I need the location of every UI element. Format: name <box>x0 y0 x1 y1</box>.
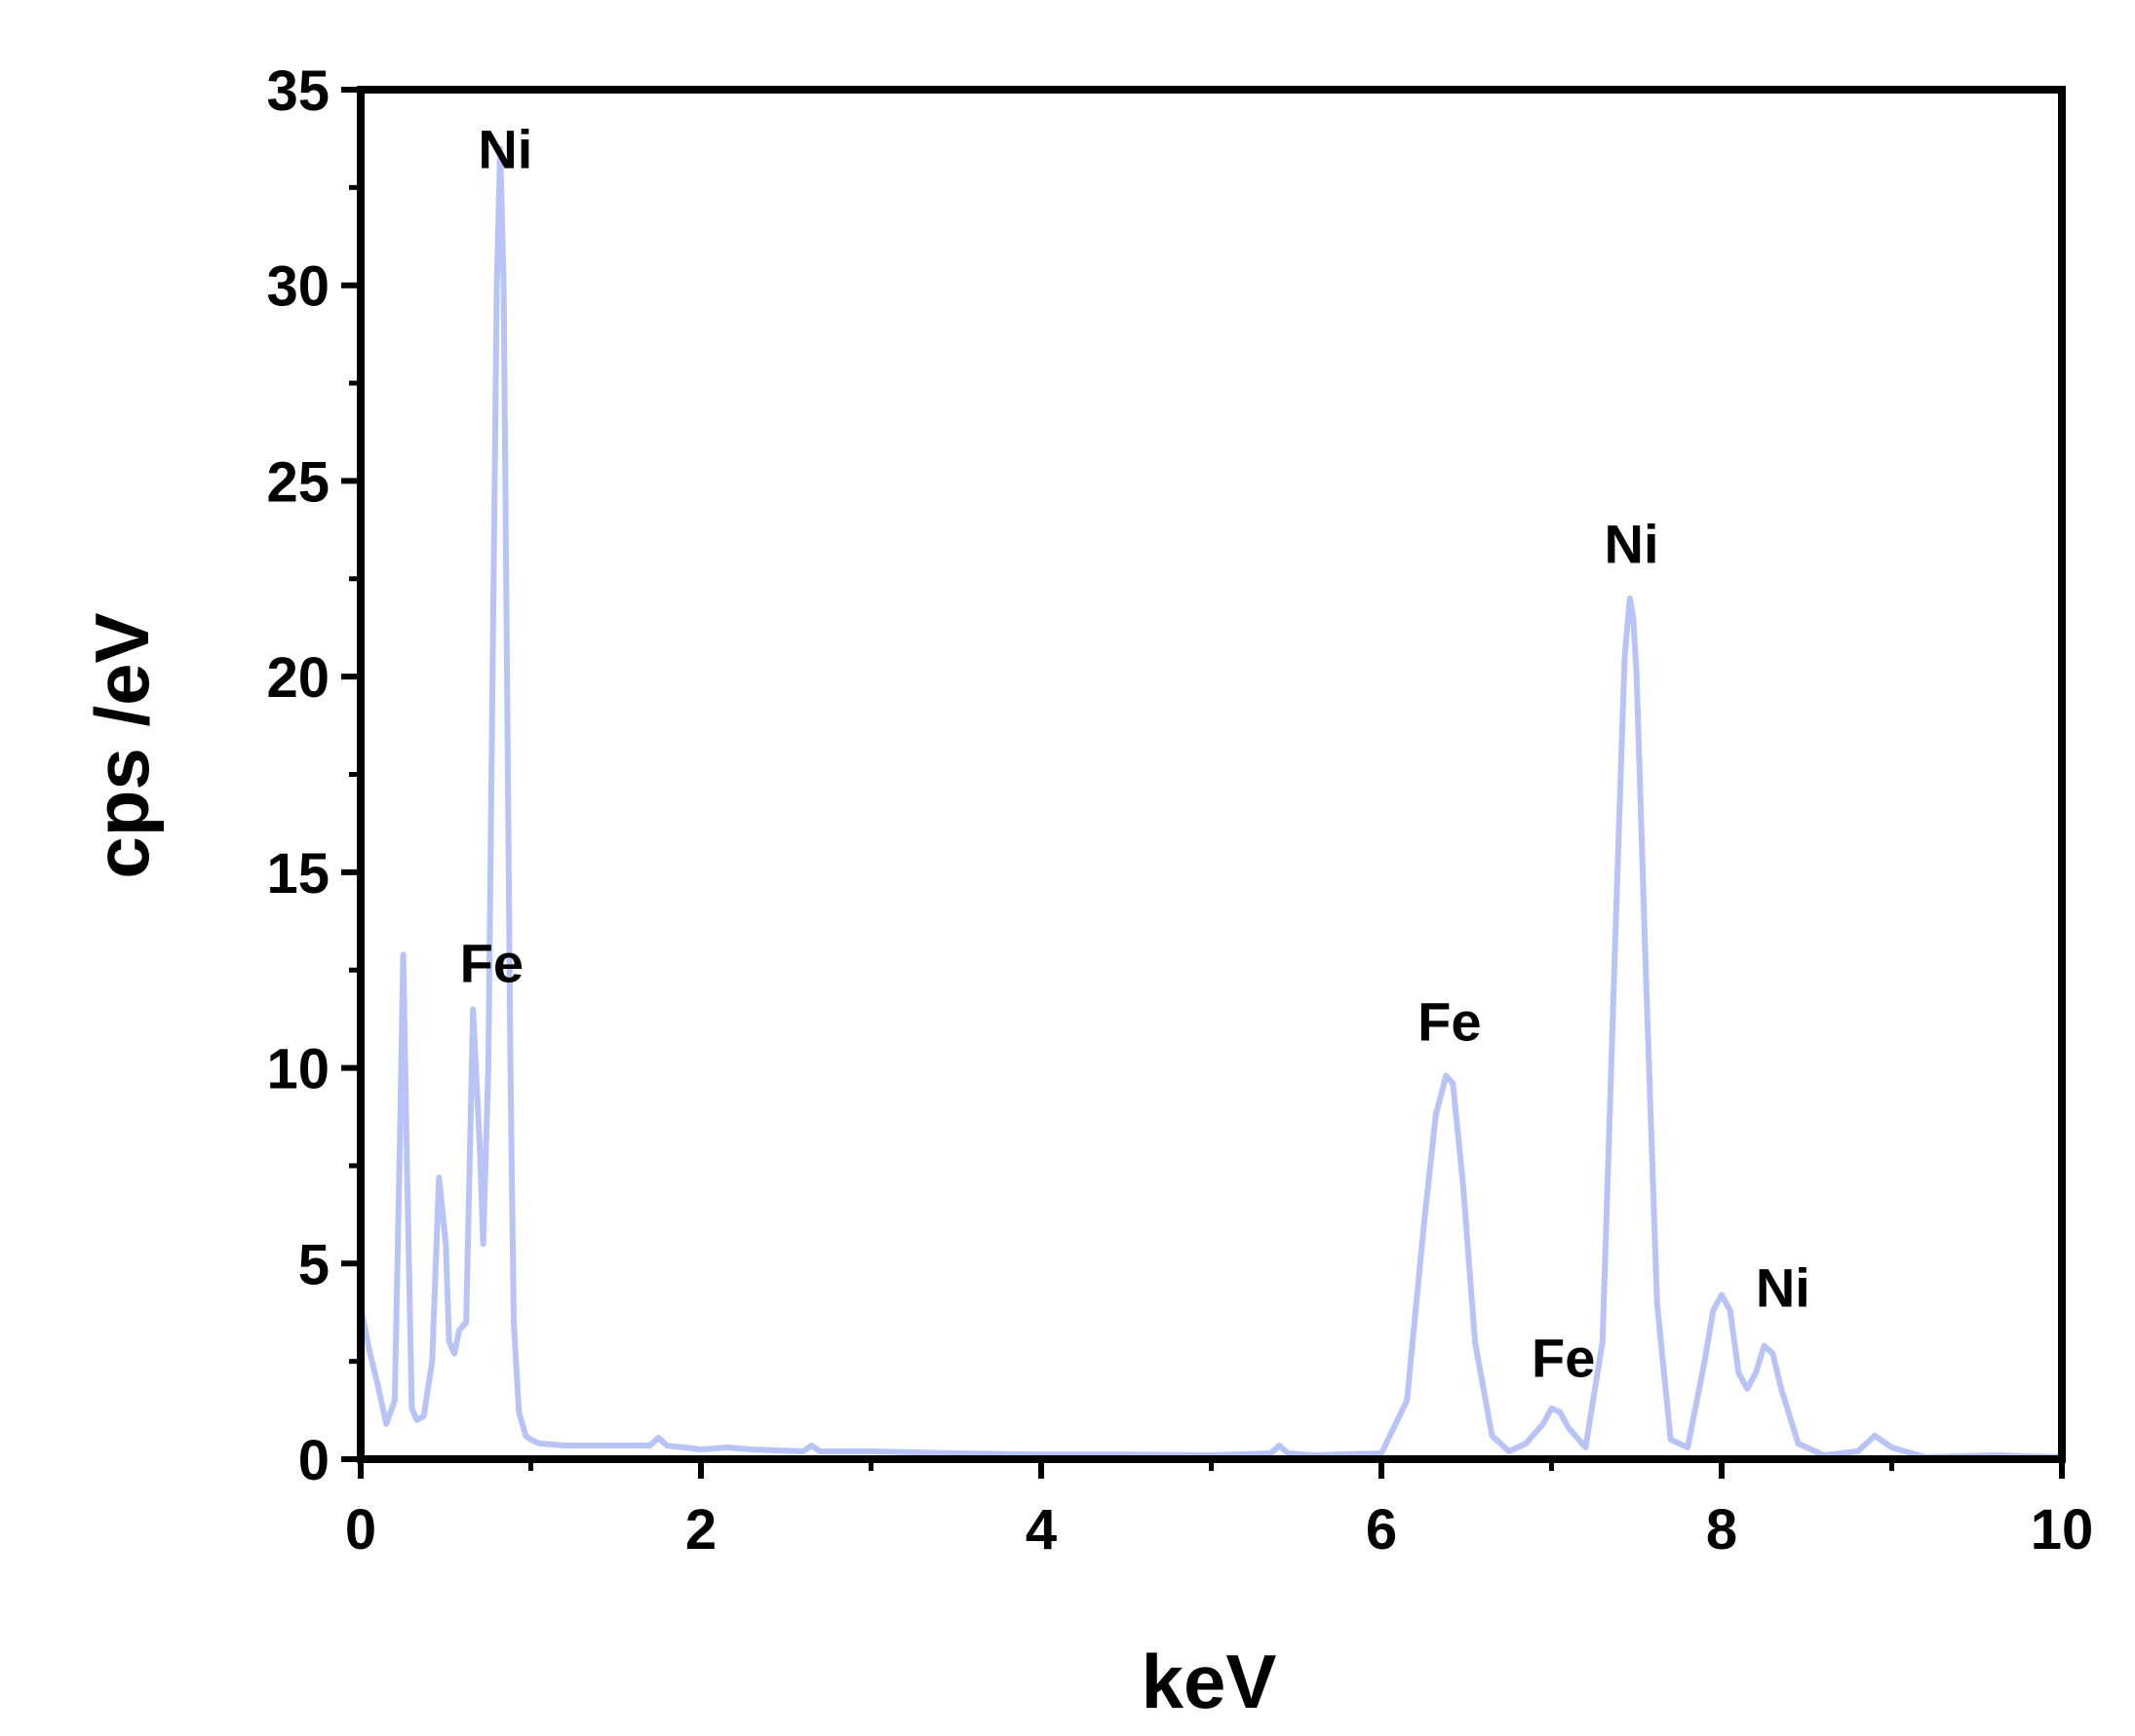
y-tick-label: 35 <box>266 59 330 123</box>
x-tick-label: 2 <box>685 1498 717 1562</box>
x-tick-label: 4 <box>1026 1498 1057 1562</box>
y-tick-label: 20 <box>266 646 330 710</box>
y-tick-label: 5 <box>298 1233 330 1296</box>
x-axis-title: keV <box>1142 1639 1277 1724</box>
data-series <box>358 145 2065 1460</box>
peak-annotations: Ni Fe Fe Ni Fe Ni <box>460 118 1810 1388</box>
x-tick-label: 8 <box>1706 1498 1737 1562</box>
x-tick-label: 0 <box>345 1498 376 1562</box>
peak-label: Ni <box>478 118 532 179</box>
plot-border <box>357 86 2066 1463</box>
peak-label: Fe <box>1417 990 1481 1052</box>
peak-label: Ni <box>1756 1256 1810 1318</box>
y-tick-label: 25 <box>266 450 330 514</box>
y-tick-label: 10 <box>266 1038 330 1101</box>
peak-label: Fe <box>1532 1328 1595 1389</box>
y-tick-label: 15 <box>266 842 330 906</box>
x-tick-label: 10 <box>2031 1498 2094 1562</box>
peak-label: Ni <box>1605 514 1659 575</box>
y-tick-label: 0 <box>298 1429 330 1492</box>
plot-frame <box>357 86 2066 1463</box>
y-tick-label: 30 <box>266 255 330 319</box>
x-tick-label: 6 <box>1366 1498 1397 1562</box>
axes: 0 2 4 6 8 10 0 5 10 15 20 25 30 35 <box>266 59 2093 1562</box>
spectrum-line <box>358 145 2065 1460</box>
peak-label: Fe <box>460 932 524 993</box>
y-axis-title: cps /eV <box>79 612 165 878</box>
